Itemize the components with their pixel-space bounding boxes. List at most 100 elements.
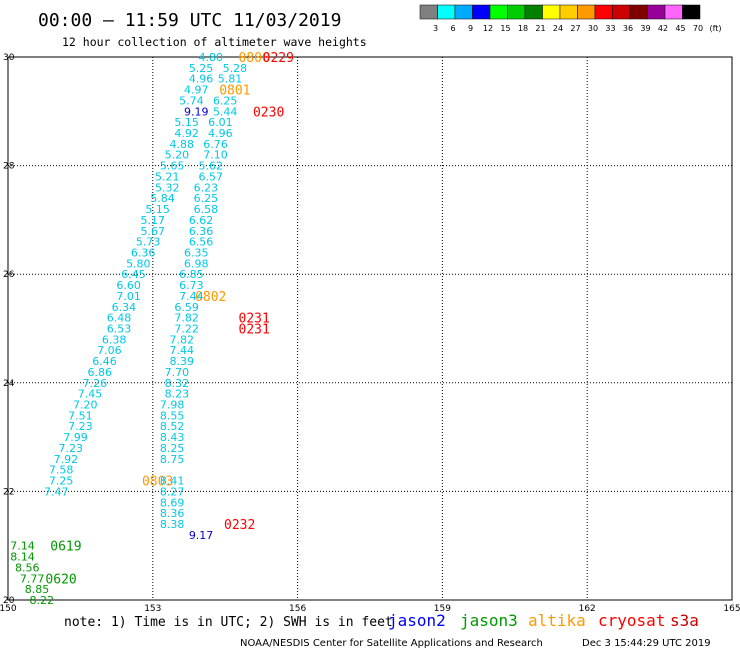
- footer-timestamp: Dec 3 15:44:29 UTC 2019: [582, 638, 711, 649]
- pass-time-label: 0619: [50, 540, 81, 555]
- wave-height-point: 7.14: [10, 540, 35, 553]
- y-tick-label: 30: [3, 53, 15, 63]
- wave-height-point: 8.85: [25, 583, 50, 596]
- wave-height-point: 6.98: [184, 257, 209, 270]
- wave-height-point: 6.73: [179, 279, 204, 292]
- wave-height-point: 8.38: [160, 518, 185, 531]
- chart-title: 00:00 – 11:59 UTC 11/03/2019: [38, 10, 341, 31]
- wave-height-point: 6.85: [179, 268, 204, 281]
- wave-height-point: 5.28: [223, 62, 248, 75]
- wave-height-point: 7.92: [54, 453, 79, 466]
- y-tick-label: 26: [3, 270, 15, 280]
- pass-time-label: 0801: [219, 84, 250, 99]
- wave-height-point: 8.43: [160, 431, 185, 444]
- wave-height-point: 7.10: [203, 149, 228, 162]
- color-scale-bar: 3 6 9 12 15 18 21 24 27 30 33 36 39 42 45 70 (ft): [419, 4, 722, 33]
- colorbar-swatch: [647, 4, 666, 20]
- x-tick-label: 162: [579, 604, 596, 614]
- colorbar-swatch: [454, 4, 473, 20]
- wave-height-point: 7.45: [78, 388, 103, 401]
- wave-height-point: 5.80: [126, 257, 151, 270]
- wave-height-point: 9.19: [184, 105, 209, 118]
- pass-time-label: 0231: [239, 323, 270, 338]
- plot-frame: [7, 56, 733, 601]
- wave-height-point: 8.55: [160, 409, 185, 422]
- wave-height-point: 5.67: [141, 225, 166, 238]
- wave-height-point: 4.88: [170, 138, 195, 151]
- wave-height-point: 6.76: [203, 138, 228, 151]
- wave-height-point: 6.48: [107, 312, 132, 325]
- wave-height-point: 5.21: [155, 170, 180, 183]
- wave-height-point: 6.59: [174, 301, 199, 314]
- wave-height-point: 8.52: [160, 420, 185, 433]
- axis-ticks: 150 153 156 159 162 165 20 22 24 26 28 30: [0, 53, 740, 614]
- colorbar-label: 30: [588, 24, 598, 33]
- pass-time-label: 0231: [239, 312, 270, 327]
- pass-time-label: 0230: [253, 105, 284, 120]
- wave-height-point: 6.25: [194, 192, 219, 205]
- wave-height-point: 6.46: [92, 355, 117, 368]
- colorbar-swatch: [559, 4, 578, 20]
- wave-height-point: 4.96: [208, 127, 233, 140]
- colorbar-swatch: [524, 4, 543, 20]
- x-tick-label: 156: [289, 604, 306, 614]
- y-tick-label: 24: [3, 379, 15, 389]
- colorbar-swatch: [419, 4, 438, 20]
- colorbar-label: 45: [675, 24, 685, 33]
- wave-height-point: 6.34: [112, 301, 137, 314]
- wave-height-point: 8.39: [170, 355, 195, 368]
- wave-height-point: 6.38: [102, 333, 127, 346]
- wave-height-point: 8.36: [160, 507, 185, 520]
- colorbar-swatch: [629, 4, 648, 20]
- x-tick-label: 159: [434, 604, 451, 614]
- wave-height-point: 5.73: [136, 236, 161, 249]
- wave-height-point: 5.62: [198, 160, 223, 173]
- wave-height-point: 7.82: [170, 333, 195, 346]
- wave-height-point: 7.44: [179, 290, 204, 303]
- colorbar-swatch: [507, 4, 526, 20]
- wave-height-point: 7.82: [174, 312, 199, 325]
- plot-grid: [7, 56, 733, 601]
- wave-height-point: 6.57: [198, 170, 223, 183]
- wave-height-point: 8.23: [165, 388, 190, 401]
- wave-height-point: 6.86: [87, 366, 112, 379]
- wave-height-point: 4.80: [198, 51, 223, 64]
- colorbar-label: 15: [500, 24, 510, 33]
- satellite-legend: jason2 jason3 altika cryosat s3a: [388, 611, 699, 630]
- wave-height-point: 8.56: [15, 561, 40, 574]
- wave-height-point: 5.15: [174, 116, 199, 129]
- wave-height-point: 6.36: [189, 225, 214, 238]
- wave-height-point: 4.96: [189, 73, 214, 86]
- colorbar-swatch: [664, 4, 683, 20]
- wave-height-point: 7.44: [170, 344, 195, 357]
- wave-height-point: 6.35: [184, 246, 209, 259]
- pass-time-label: 0232: [224, 518, 255, 533]
- wave-height-point: 6.60: [116, 279, 141, 292]
- wave-height-point: 5.44: [213, 105, 238, 118]
- colorbar-label: 6: [450, 24, 455, 33]
- wave-height-point: 7.58: [49, 464, 74, 477]
- x-tick-label: 165: [723, 604, 740, 614]
- wave-height-point: 5.74: [179, 94, 204, 107]
- wave-height-point: 6.01: [208, 116, 233, 129]
- footer-credit: NOAA/NESDIS Center for Satellite Applica…: [240, 638, 543, 649]
- colorbar-swatch: [682, 4, 701, 20]
- footer-note: note: 1) Time is in UTC; 2) SWH is in fe…: [64, 615, 393, 630]
- wave-height-point: 8.25: [160, 442, 185, 455]
- wave-height-point: 5.25: [189, 62, 214, 75]
- wave-height-point: 8.69: [160, 496, 185, 509]
- colorbar-label: 27: [570, 24, 580, 33]
- y-tick-label: 28: [3, 162, 15, 172]
- wave-height-point: 4.92: [174, 127, 199, 140]
- pass-time-label: 0800: [239, 51, 270, 66]
- wave-height-point: 8.75: [160, 453, 185, 466]
- wave-height-point: 6.53: [107, 323, 132, 336]
- wave-height-point: 7.70: [165, 366, 190, 379]
- wave-height-point: 6.45: [121, 268, 146, 281]
- wave-height-point: 7.77: [20, 572, 45, 585]
- colorbar-swatch: [489, 4, 508, 20]
- colorbar-label: 18: [518, 24, 528, 33]
- colorbar-swatch: [594, 4, 613, 20]
- legend-item-jason3: jason3: [460, 611, 518, 630]
